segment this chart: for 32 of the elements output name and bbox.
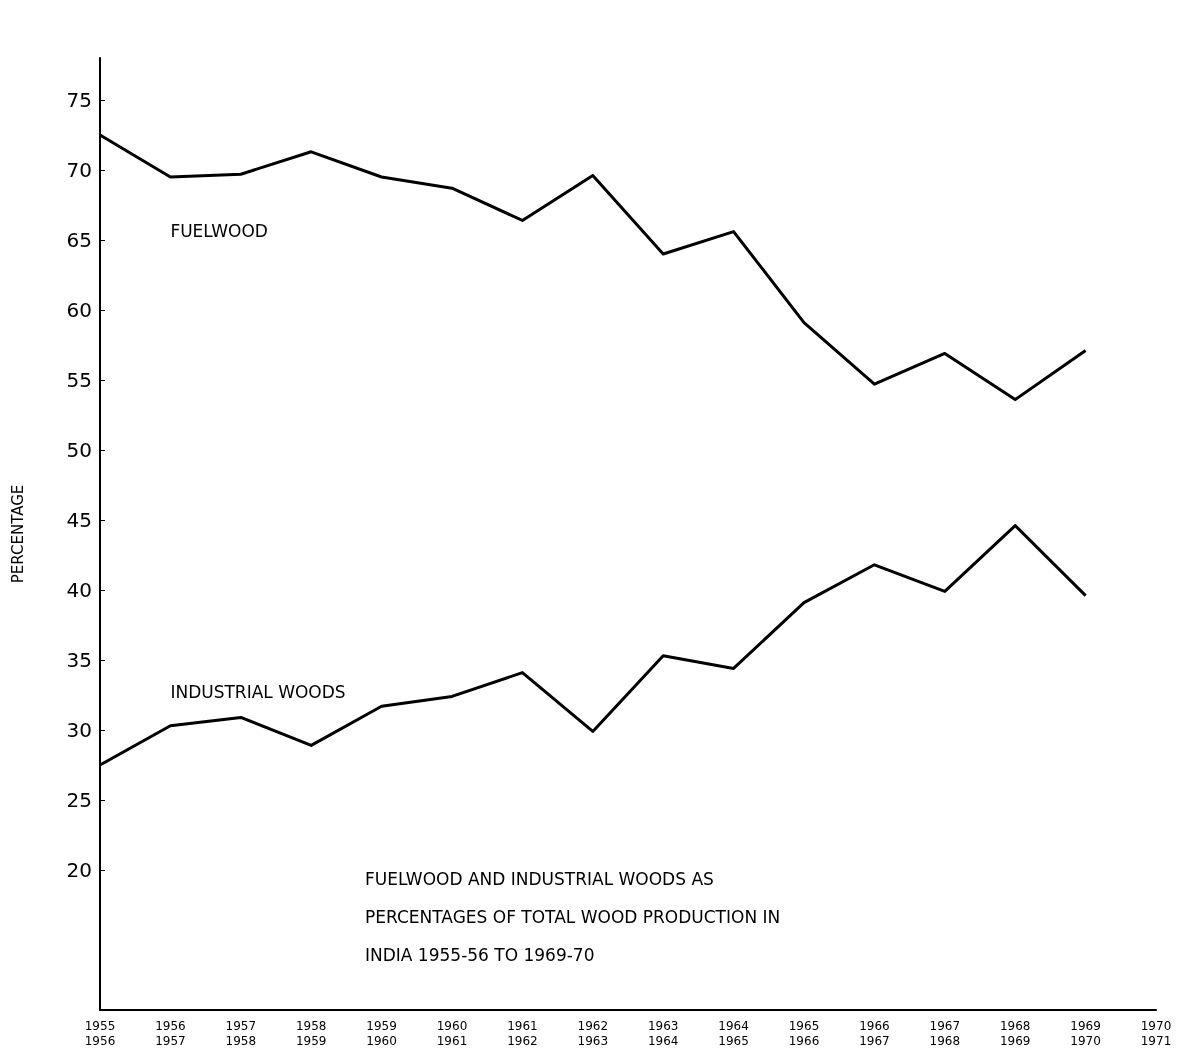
y-tick-label: 35 <box>66 648 92 672</box>
x-tick-label: 1968 1969 <box>999 1018 1031 1048</box>
y-tick-label: 25 <box>66 788 92 812</box>
x-tick-label: 1962 1963 <box>577 1018 609 1048</box>
x-tick-label: 1959 1960 <box>366 1018 397 1048</box>
text: FUELWOOD AND INDUSTRIAL WOODS AS PERCENTAGES OF TOTAL WOOD PRODUCTION IN INDIA 1955-56 TO 1969-70 <box>365 869 786 965</box>
x-tick-label: 1957 1958 <box>225 1018 257 1048</box>
y-tick-label: 70 <box>66 158 92 182</box>
x-tick-label: 1966 1967 <box>859 1018 890 1048</box>
y-tick-label: 60 <box>66 298 92 322</box>
x-tick-label: 1961 1962 <box>507 1018 538 1048</box>
x-tick-label: 1955 1956 <box>84 1018 116 1048</box>
y-tick-label: 65 <box>66 228 92 252</box>
y-tick-label: 55 <box>66 368 92 392</box>
x-tick-label: 1956 1957 <box>155 1018 186 1048</box>
x-tick-label: 1970 1971 <box>1140 1018 1172 1048</box>
x-tick-label: 1969 1970 <box>1070 1018 1101 1048</box>
x-tick-label: 1964 1965 <box>718 1018 749 1048</box>
y-tick-label: 30 <box>66 718 92 742</box>
y-tick-label: 40 <box>66 578 92 602</box>
y-tick-label: 50 <box>66 438 92 462</box>
x-tick-label: 1958 1959 <box>295 1018 327 1048</box>
series-label: INDUSTRIAL WOODS <box>170 682 346 703</box>
x-tick-label: 1963 1964 <box>647 1018 679 1048</box>
x-tick-label: 1965 1966 <box>788 1018 820 1048</box>
x-tick-label: 1967 1968 <box>929 1018 961 1048</box>
y-axis-title: PERCENTAGE <box>8 484 27 584</box>
x-tick-label: 1960 1961 <box>436 1018 468 1048</box>
y-tick-label: 20 <box>66 858 92 882</box>
y-tick-label: 45 <box>66 508 92 532</box>
y-tick-label: 75 <box>66 88 92 112</box>
text: FUELWOOD <box>170 220 268 241</box>
